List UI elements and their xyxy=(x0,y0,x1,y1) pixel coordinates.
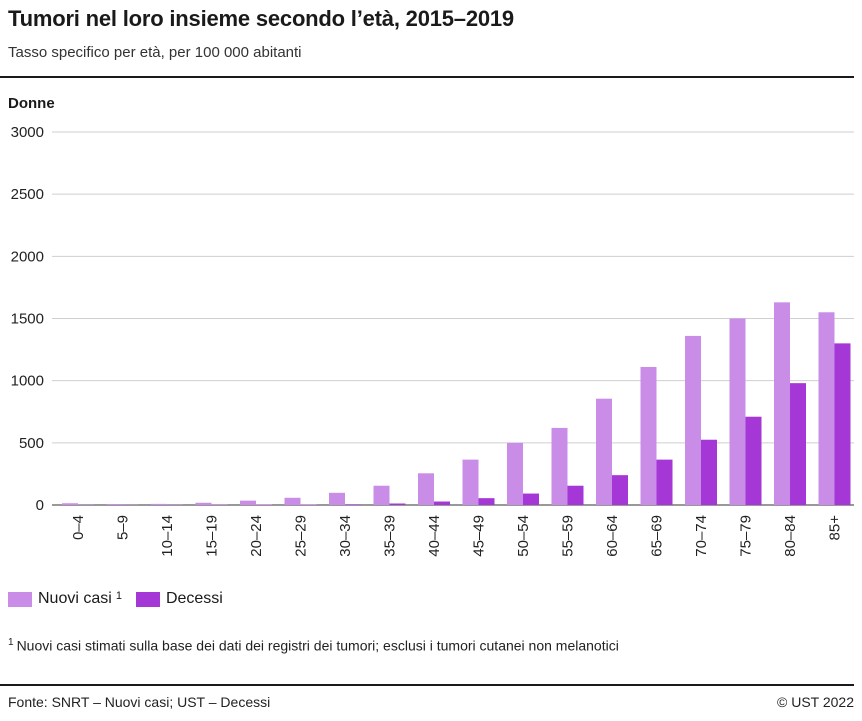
copyright-note: © UST 2022 xyxy=(777,694,854,710)
x-tick-label: 0–4 xyxy=(70,515,87,540)
bar-new-cases xyxy=(596,398,612,505)
y-tick-label: 2500 xyxy=(11,186,44,203)
y-tick-label: 2000 xyxy=(11,248,44,265)
y-tick-label: 500 xyxy=(19,435,44,452)
legend-footnote-marker: 1 xyxy=(115,590,122,602)
bar-deaths xyxy=(745,416,762,505)
x-tick-label: 65–69 xyxy=(649,515,666,557)
y-tick-label: 3000 xyxy=(11,124,44,141)
x-tick-label: 50–54 xyxy=(515,515,532,557)
chart-title: Tumori nel loro insieme secondo l’età, 2… xyxy=(8,6,514,31)
x-tick-label: 70–74 xyxy=(693,515,710,557)
bar-new-cases xyxy=(195,502,212,505)
bar-new-cases xyxy=(818,312,835,505)
legend-label-new-cases: Nuovi casi xyxy=(38,590,112,607)
bar-new-cases xyxy=(462,459,479,505)
source-note: Fonte: SNRT – Nuovi casi; UST – Decessi xyxy=(8,694,271,710)
x-tick-label: 5–9 xyxy=(115,515,132,540)
bar-new-cases xyxy=(507,442,523,505)
bar-deaths xyxy=(478,498,495,505)
bar-new-cases xyxy=(329,492,345,505)
x-tick-label: 40–44 xyxy=(426,515,443,557)
bar-new-cases xyxy=(284,497,301,505)
legend-swatch-deaths xyxy=(135,591,160,607)
top-divider xyxy=(0,76,854,78)
bar-new-cases xyxy=(729,318,746,505)
x-tick-label: 45–49 xyxy=(471,515,488,557)
x-tick-label: 80–84 xyxy=(782,515,799,557)
legend: Nuovi casi 1 Decessi xyxy=(8,590,237,608)
x-tick-label: 75–79 xyxy=(738,515,755,557)
legend-item-new-cases: Nuovi casi 1 xyxy=(8,590,122,608)
bar-new-cases xyxy=(62,503,78,505)
bar-deaths xyxy=(523,493,539,505)
footnote-marker: 1 xyxy=(8,637,14,648)
panel-label: Donne xyxy=(8,95,55,112)
bar-new-cases xyxy=(373,485,390,505)
bar-deaths xyxy=(389,503,406,505)
legend-label-deaths: Decessi xyxy=(165,590,223,607)
bar-new-cases xyxy=(640,366,657,505)
bar-deaths xyxy=(790,383,806,505)
bar-new-cases xyxy=(418,473,434,505)
x-tick-label: 85+ xyxy=(827,515,844,541)
x-tick-label: 20–24 xyxy=(248,515,265,557)
x-tick-label: 10–14 xyxy=(159,515,176,557)
bar-deaths xyxy=(701,439,717,505)
bar-deaths xyxy=(656,459,673,505)
x-tick-label: 25–29 xyxy=(293,515,310,557)
x-tick-label: 60–64 xyxy=(604,515,621,557)
bar-deaths xyxy=(567,485,584,505)
legend-item-deaths: Decessi xyxy=(135,590,223,608)
y-tick-label: 1500 xyxy=(11,311,44,328)
chart-subtitle: Tasso specifico per età, per 100 000 abi… xyxy=(8,44,302,61)
y-tick-label: 0 xyxy=(36,497,44,514)
footnote: 1 Nuovi casi stimati sulla base dei dati … xyxy=(8,637,619,654)
y-tick-label: 1000 xyxy=(11,373,44,390)
bar-new-cases xyxy=(240,500,256,505)
bar-deaths xyxy=(834,343,851,505)
bar-deaths xyxy=(345,504,361,505)
x-tick-label: 30–34 xyxy=(337,515,354,557)
x-tick-label: 55–59 xyxy=(560,515,577,557)
footnote-text: Nuovi casi stimati sulla base dei dati d… xyxy=(16,637,619,654)
bar-new-cases xyxy=(685,335,701,505)
bar-deaths xyxy=(434,501,450,505)
bar-new-cases xyxy=(551,427,568,505)
x-tick-label: 15–19 xyxy=(204,515,221,557)
bottom-divider xyxy=(0,684,854,686)
x-tick-label: 35–39 xyxy=(382,515,399,557)
bar-new-cases xyxy=(151,503,167,505)
bar-deaths xyxy=(612,475,628,505)
bar-new-cases xyxy=(774,302,790,505)
bar-new-cases xyxy=(106,504,123,505)
bar-chart: 0 500 1000 1500 2000 2500 3000 0–4 5–9 10–14 15–19… xyxy=(11,124,854,557)
legend-swatch-new-cases xyxy=(8,591,32,607)
